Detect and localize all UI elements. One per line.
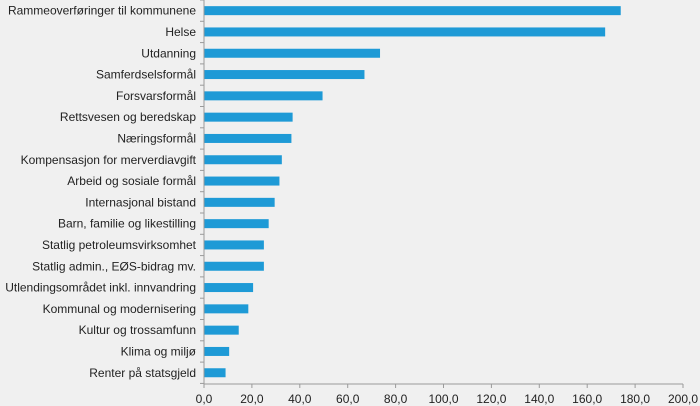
bar-9 <box>204 197 275 207</box>
x-tick-label-1: 20,0 <box>240 392 264 406</box>
x-tick-label-5: 100,0 <box>428 392 458 406</box>
category-label-1: Helse <box>165 25 196 39</box>
bar-8 <box>204 176 280 186</box>
bar-5 <box>204 112 293 122</box>
category-label-17: Renter på statsgjeld <box>89 366 196 380</box>
category-label-9: Internasjonal bistand <box>85 195 196 209</box>
bar-13 <box>204 283 254 293</box>
category-label-7: Kompensasjon for merverdiavgift <box>21 153 197 167</box>
bar-1 <box>204 27 606 37</box>
bars-layer <box>204 6 621 378</box>
bar-17 <box>204 368 226 378</box>
bar-6 <box>204 133 292 143</box>
category-label-5: Rettsvesen og beredskap <box>60 110 196 124</box>
category-label-0: Rammeoverføringer til kommunene <box>8 4 196 18</box>
x-tick-label-7: 140,0 <box>524 392 554 406</box>
bar-7 <box>204 155 282 165</box>
bar-12 <box>204 261 264 271</box>
bar-10 <box>204 219 269 229</box>
category-label-11: Statlig petroleumsvirksomhet <box>42 238 197 252</box>
x-tick-label-10: 200,0 <box>668 392 698 406</box>
category-label-8: Arbeid og sosiale formål <box>67 174 196 188</box>
bar-11 <box>204 240 264 250</box>
x-tick-label-6: 120,0 <box>476 392 506 406</box>
category-label-16: Klima og miljø <box>121 344 197 358</box>
category-label-3: Samferdselsformål <box>96 68 196 82</box>
x-tick-label-4: 80,0 <box>384 392 408 406</box>
category-label-10: Barn, familie og likestilling <box>58 217 196 231</box>
category-label-4: Forsvarsformål <box>116 89 196 103</box>
category-label-2: Utdanning <box>141 46 196 60</box>
bar-14 <box>204 304 249 314</box>
category-label-6: Næringsformål <box>117 131 196 145</box>
x-tick-label-0: 0,0 <box>196 392 213 406</box>
axis-layer <box>200 0 684 388</box>
category-label-15: Kultur og trossamfunn <box>79 323 196 337</box>
bar-0 <box>204 6 621 16</box>
x-tick-label-9: 180,0 <box>620 392 650 406</box>
bar-2 <box>204 48 381 58</box>
category-label-14: Kommunal og modernisering <box>43 302 196 316</box>
x-tick-label-3: 60,0 <box>336 392 360 406</box>
bar-3 <box>204 70 365 80</box>
category-label-12: Statlig admin., EØS-bidrag mv. <box>32 259 196 273</box>
bar-16 <box>204 346 230 356</box>
labels-layer: Rammeoverføringer til kommunene Helse Utda… <box>5 4 698 406</box>
bar-15 <box>204 325 239 335</box>
x-tick-label-8: 160,0 <box>572 392 602 406</box>
x-tick-label-2: 40,0 <box>288 392 312 406</box>
category-label-13: Utlendingsområdet inkl. innvandring <box>5 281 196 295</box>
bar-4 <box>204 91 323 101</box>
